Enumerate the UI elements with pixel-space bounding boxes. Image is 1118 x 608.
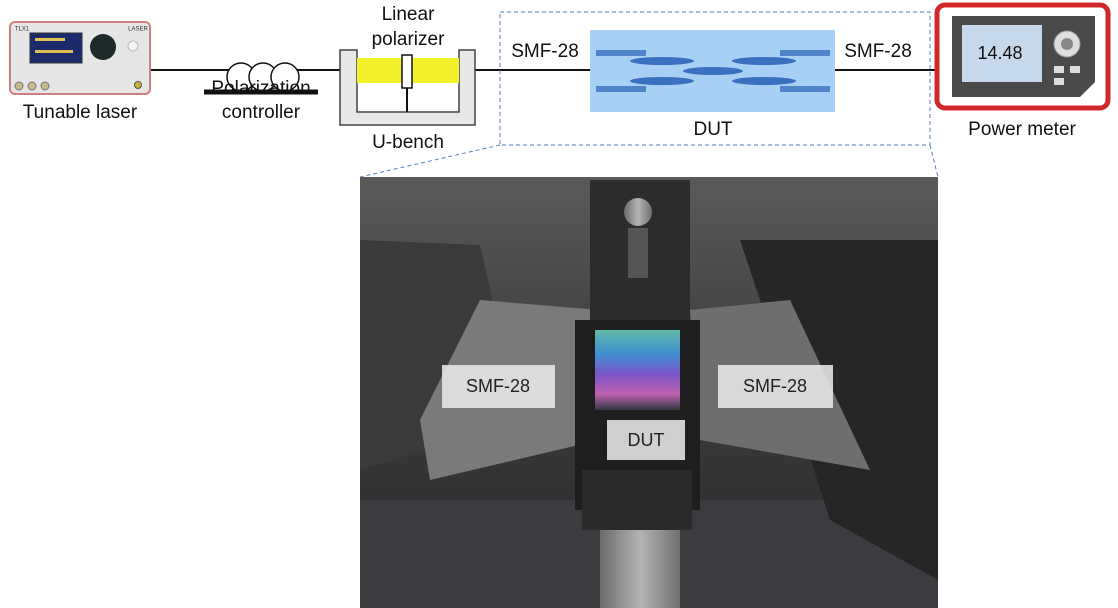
setup-diagram: TLX1 LASER Tunable laser Polarization co… <box>0 0 1118 608</box>
laser-button <box>128 41 138 51</box>
zoom-line <box>930 145 938 177</box>
laser-screen-line <box>35 38 65 41</box>
controller-label: Polarization <box>211 78 310 99</box>
meter-label: Power meter <box>968 119 1076 140</box>
laser-port <box>135 82 142 89</box>
laser-port <box>15 82 23 90</box>
grating <box>780 86 830 92</box>
page: { "laser": {"label": "Tunable laser", "m… <box>0 0 1118 608</box>
fiber-label: SMF-28 <box>844 41 912 62</box>
meter-key <box>1054 66 1064 73</box>
laser-screen-line <box>35 50 73 53</box>
waveguide <box>683 67 743 75</box>
waveguide <box>732 57 796 65</box>
screw-thread <box>628 228 648 278</box>
laser-badge: LASER <box>128 27 148 33</box>
mount-base <box>582 470 692 530</box>
grating <box>596 86 646 92</box>
laser-screen <box>30 33 82 63</box>
laser-port <box>41 82 49 90</box>
laser-model: TLX1 <box>15 27 30 33</box>
post <box>600 530 680 608</box>
photo-dut-label: DUT <box>628 430 665 450</box>
photo: SMF-28 SMF-28 DUT <box>360 177 938 608</box>
waveguide <box>732 77 796 85</box>
meter-key <box>1054 78 1064 85</box>
polarizer-label: polarizer <box>372 29 446 50</box>
laser-knob <box>90 34 116 60</box>
polarizer <box>402 55 412 88</box>
fiber-label: SMF-28 <box>511 41 579 62</box>
meter-key <box>1070 66 1080 73</box>
waveguide <box>630 57 694 65</box>
polarizer-label: Linear <box>382 4 435 25</box>
laser-port <box>28 82 36 90</box>
chip-photo <box>595 330 680 410</box>
photo-fiber-label: SMF-28 <box>743 376 807 396</box>
bench-label: U-bench <box>372 132 444 153</box>
grating <box>596 50 646 56</box>
laser-label: Tunable laser <box>23 102 138 123</box>
dut-label: DUT <box>693 119 732 140</box>
controller-label: controller <box>222 102 301 123</box>
screw <box>624 198 652 226</box>
meter-reading: 14.48 <box>977 43 1022 63</box>
meter-dial-center <box>1061 38 1073 50</box>
waveguide <box>630 77 694 85</box>
photo-fiber-label: SMF-28 <box>466 376 530 396</box>
grating <box>780 50 830 56</box>
